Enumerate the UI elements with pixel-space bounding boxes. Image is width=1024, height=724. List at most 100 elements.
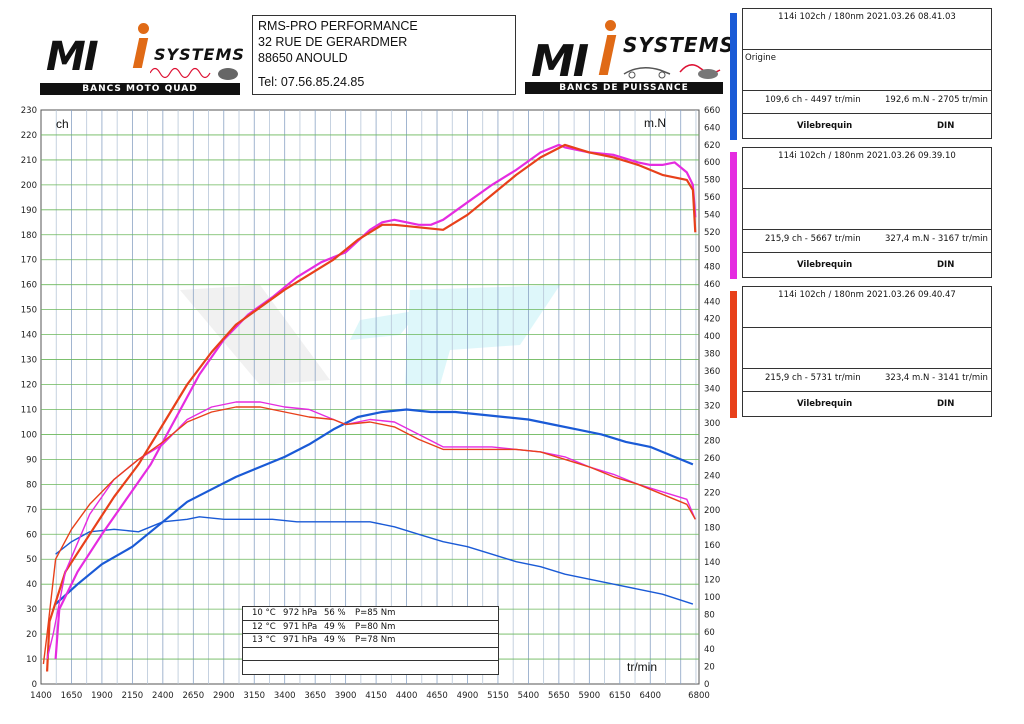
y-right-tick-label: 120 [704,576,720,586]
run-color-bar [730,152,737,279]
run-results: 215,9 ch - 5667 tr/min 327,4 m.N - 3167 … [743,230,991,253]
x-unit-label: tr/min [627,660,657,674]
logo-brand: MI [531,36,589,87]
logo-subtitle: BANCS DE PUISSANCE [525,82,723,94]
y-right-tick-label: 640 [704,123,720,133]
dyno-chart: 0 10 20 30 40 50 60 70 80 90 100 110 120 130 140 150 160… [21,106,720,701]
y-left-tick-label: 150 [21,306,37,316]
y-left-tick-label: 30 [26,605,37,615]
x-tick-label: 3400 [274,691,296,701]
run-torque: 192,6 m.N - 2705 tr/min [885,95,988,105]
run-color-bar [730,291,737,418]
y-left-tick-label: 80 [26,480,37,490]
run-labels: Vilebrequin DIN [797,121,955,131]
y-right-tick-label: 460 [704,280,720,290]
run-power: 109,6 ch - 4497 tr/min [765,95,861,105]
logo-dot-icon [138,23,149,34]
y-right-tick-label: 260 [704,454,720,464]
logo-wave-icon [150,67,238,80]
run-color-bar [730,13,737,140]
y-left-tick-label: 160 [21,281,37,291]
y-left-tick-label: 60 [26,530,37,540]
run-torque: 327,4 m.N - 3167 tr/min [885,234,988,244]
logo-systems: SYSTEMS [154,45,245,64]
y-right-tick-label: 360 [704,367,720,377]
y-left-tick-label: 10 [26,655,37,665]
y-right-tick-label: 380 [704,350,720,360]
y-right-tick-label: 180 [704,523,720,533]
address-box: RMS-PRO PERFORMANCE 32 RUE DE GERARDMER … [252,15,516,95]
y-left-unit-label: ch [56,117,69,131]
y-right-tick-label: 440 [704,297,720,307]
series-line-torque [55,516,694,605]
x-tick-label: 2650 [182,691,204,701]
run-note: Origine [743,50,991,91]
run-title: 114i 102ch / 180nm 2021.03.26 08.41.03 [743,9,991,50]
y-left-tick-label: 20 [26,630,37,640]
y-left-tick-label: 170 [21,256,37,266]
x-tick-label: 3900 [335,691,357,701]
run-results: 215,9 ch - 5731 tr/min 323,4 m.N - 3141 … [743,369,991,392]
y-right-tick-label: 60 [704,628,715,638]
x-tick-label: 3150 [243,691,265,701]
series-line-power [46,143,697,672]
y-right-tick-label: 480 [704,263,720,273]
y-right-tick-label: 40 [704,645,715,655]
y-left-tick-label: 90 [26,455,37,465]
conditions-row: 12 °C 971 hPa 49 % P=80 Nm [243,621,498,635]
run-note [743,189,991,230]
y-right-tick-label: 520 [704,228,720,238]
conditions-table: 10 °C 972 hPa 56 % P=85 Nm 12 °C 971 hPa… [242,606,499,675]
y-right-tick-label: 0 [704,680,709,690]
y-left-tick-label: 0 [32,680,37,690]
logo-left: MI SYSTEMS BANCS MOTO QUAD [40,20,245,95]
y-left-tick-label: 130 [21,356,37,366]
logo-right: MI SYSTEMS BANCS DE PUISSANCE [525,18,734,96]
y-right-tick-label: 600 [704,158,720,168]
conditions-row [243,661,498,675]
conditions-row: 10 °C 972 hPa 56 % P=85 Nm [243,607,498,621]
y-right-tick-label: 280 [704,436,720,446]
y-left-tick-label: 230 [21,106,37,116]
run-panel: 114i 102ch / 180nm 2021.03.26 08.41.03 O… [742,8,992,139]
y-right-tick-label: 540 [704,210,720,220]
phone-number: Tel: 07.56.85.24.85 [258,75,365,89]
series-line-power [54,408,694,605]
run-title: 114i 102ch / 180nm 2021.03.26 09.40.47 [743,287,991,328]
x-tick-label: 2150 [122,691,144,701]
y-right-tick-label: 160 [704,541,720,551]
run-panel: 114i 102ch / 180nm 2021.03.26 09.40.47 2… [742,286,992,417]
y-right-tick-label: 420 [704,315,720,325]
run-title: 114i 102ch / 180nm 2021.03.26 09.39.10 [743,148,991,189]
y-right-tick-label: 20 [704,663,715,673]
y-right-unit-label: m.N [644,116,666,130]
y-left-tick-label: 180 [21,231,37,241]
series-line-power [54,143,697,660]
plot-area [40,109,700,685]
x-tick-label: 2400 [152,691,174,701]
y-left-tick-label: 100 [21,430,37,440]
y-right-tick-label: 140 [704,558,720,568]
x-tick-label: 6150 [609,691,631,701]
x-tick-label: 5650 [548,691,570,701]
run-power: 215,9 ch - 5731 tr/min [765,373,861,383]
run-torque: 323,4 m.N - 3141 tr/min [885,373,988,383]
logo-vehicles-icon [623,64,721,79]
x-tick-label: 4150 [365,691,387,701]
y-left-tick-label: 200 [21,181,37,191]
street-address: 32 RUE DE GERARDMER [258,35,408,49]
y-left-tick-label: 110 [21,405,37,415]
series-line-torque [42,406,696,665]
x-tick-label: 6400 [639,691,661,701]
x-tick-label: 5400 [518,691,540,701]
company-name: RMS-PRO PERFORMANCE [258,19,418,33]
run-labels: Vilebrequin DIN [797,260,955,270]
x-tick-label: 4400 [396,691,418,701]
x-tick-label: 1650 [61,691,83,701]
x-tick-label: 1400 [30,691,52,701]
y-left-tick-label: 190 [21,206,37,216]
y-right-tick-label: 80 [704,610,715,620]
y-right-tick-label: 320 [704,402,720,412]
x-tick-label: 5150 [487,691,509,701]
logo-subtitle: BANCS MOTO QUAD [40,83,240,95]
